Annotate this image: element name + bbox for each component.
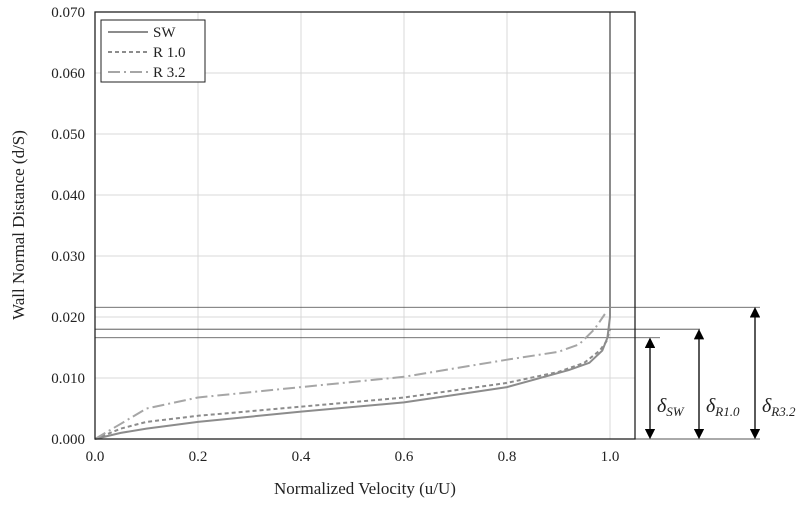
x-tick-label: 0.0: [86, 449, 105, 465]
x-tick-label: 1.0: [601, 449, 620, 465]
delta-label: δR1.0: [706, 395, 740, 419]
delta-subscript: SW: [666, 404, 685, 419]
x-tick-label: 0.6: [395, 449, 414, 465]
delta-symbol: δ: [706, 395, 716, 417]
y-tick-label: 0.000: [51, 432, 85, 448]
y-tick-label: 0.060: [51, 66, 85, 82]
legend: SW R 1.0 R 3.2: [100, 19, 206, 83]
series-line-2: [94, 313, 606, 440]
delta-subscript: R1.0: [714, 404, 740, 419]
y-tick-label: 0.050: [51, 127, 85, 143]
tick-labels: 0.0 0.2 0.4 0.6 0.8 1.0 0.000 0.010 0.020 0.030 0.…: [51, 5, 619, 465]
y-tick-label: 0.030: [51, 249, 85, 265]
x-tick-label: 0.8: [498, 449, 517, 465]
delta-subscript: R3.2: [770, 404, 796, 419]
delta-symbol: δ: [762, 395, 772, 417]
legend-label: R 3.2: [153, 65, 186, 81]
y-tick-label: 0.010: [51, 371, 85, 387]
series-line-1: [94, 328, 611, 440]
y-tick-label: 0.070: [51, 5, 85, 21]
x-tick-label: 0.2: [189, 449, 208, 465]
legend-label: SW: [153, 25, 176, 41]
x-axis-label: Normalized Velocity (u/U): [274, 479, 456, 498]
series-lines: [94, 12, 611, 440]
x-tick-label: 0.4: [292, 449, 311, 465]
delta-symbol: δ: [657, 395, 667, 417]
y-tick-label: 0.040: [51, 188, 85, 204]
series-line-0: [94, 12, 611, 440]
y-tick-label: 0.020: [51, 310, 85, 326]
delta-label: δR3.2: [762, 395, 796, 419]
plot-frame: [94, 11, 636, 440]
delta-annotations: δSW δR1.0 δR3.2: [95, 306, 796, 440]
legend-label: R 1.0: [153, 45, 186, 61]
delta-label: δSW: [657, 395, 685, 419]
y-axis-label: Wall Normal Distance (d/S): [9, 130, 28, 320]
